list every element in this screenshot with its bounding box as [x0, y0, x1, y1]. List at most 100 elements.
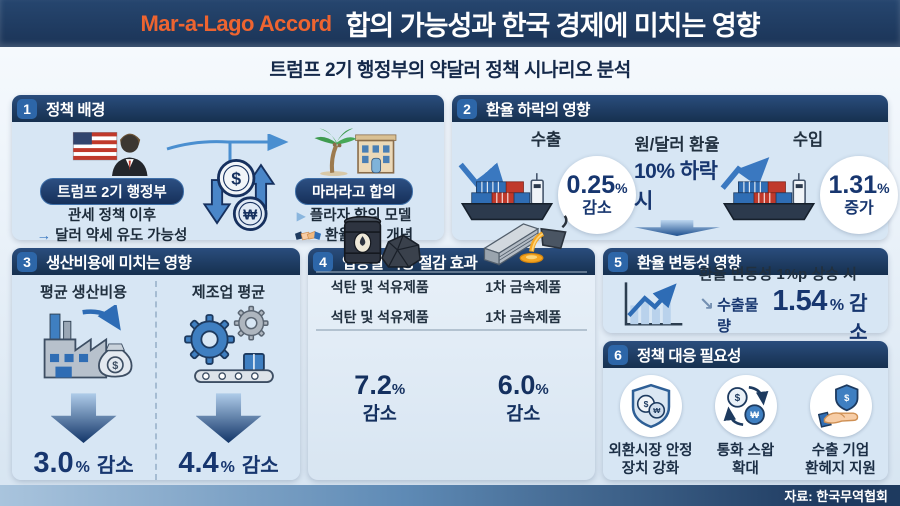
triangle-bullet-icon: ▶	[296, 209, 306, 223]
svg-text:$: $	[231, 169, 241, 189]
svg-text:$: $	[734, 393, 740, 404]
column-bottom-label: 석탄 및 석유제품	[330, 279, 429, 295]
import-value: 1.31	[828, 170, 878, 199]
column-label: 제조업 평균	[191, 284, 266, 301]
panel-2-header: 2 환율 하락의 영향	[452, 95, 888, 122]
mar-a-lago-resort-icon	[314, 128, 397, 176]
export-block: 수출	[458, 126, 636, 236]
export-label: 수출	[530, 131, 562, 149]
trump-flag-icon	[72, 132, 148, 176]
export-stat-circle: 0.25% 감소	[558, 156, 636, 234]
import-block: 수입	[720, 126, 898, 236]
panel-number-badge: 1	[17, 98, 37, 119]
panel-title: 정책 대응 필요성	[637, 347, 741, 365]
panel-6-header: 6 정책 대응 필요성	[603, 341, 888, 368]
import-unit: %	[877, 179, 890, 196]
column-label: 평균 생산비용	[40, 284, 127, 301]
avg-production-cost-column: 평균 생산비용 $	[12, 281, 155, 480]
volatility-line-2: ↘ 수출물량 1.54% 감소	[698, 285, 868, 344]
panel-5-header: 5 환율 변동성 영향	[603, 248, 888, 275]
panel-number-badge: 4	[313, 251, 333, 272]
oil-barrel-coal-icon	[343, 215, 421, 268]
source-bar: 자료: 한국무역협회	[0, 485, 900, 506]
currency-swap-item: $ ₩ 통화 스왑 확대	[698, 375, 793, 480]
panel-1-header: 1 정책 배경	[12, 95, 444, 122]
manufacturing-value: 4.4% 감소	[178, 447, 279, 479]
panel-number-badge: 2	[457, 98, 477, 119]
handshake-icon	[294, 230, 321, 241]
column-top-label: 1차 금속제품	[485, 309, 562, 325]
svg-text:₩: ₩	[653, 406, 661, 415]
item-label: 외환시장 안정 장치 강화	[608, 443, 693, 477]
gears-conveyor-icon	[183, 305, 274, 383]
top-rule	[316, 329, 587, 331]
svg-text:₩: ₩	[243, 206, 258, 223]
panel-6-body: $ ₩ 외환시장 안정 장치 강화	[603, 368, 888, 480]
volatility-line-1: 환율 변동성 1%p 상승 시	[698, 266, 857, 283]
fx-market-stability-item: $ ₩ 외환시장 안정 장치 강화	[603, 375, 698, 480]
export-value: 0.25	[566, 170, 616, 199]
currency-swap-icon: $ ₩	[723, 386, 768, 426]
shield-currency-icon: $ ₩	[631, 383, 670, 429]
panel-title: 정책 배경	[46, 101, 105, 119]
header-bar: Mar-a-Lago Accord 합의 가능성과 한국 경제에 미치는 영향	[0, 0, 900, 47]
source-text: 자료: 한국무역협회	[784, 489, 888, 504]
panel-industry-savings: 4 업종별 비용 절감 효과 석탄 및 석유제품 7.2% 감소	[308, 215, 595, 480]
panel-production-cost: 3 생산비용에 미치는 영향 평균 생산비용	[12, 248, 300, 480]
brand-text: Mar-a-Lago Accord	[140, 10, 332, 36]
panel-title: 생산비용에 미치는 영향	[46, 254, 192, 272]
export-change: 감소	[582, 199, 612, 217]
scenario-line-1: 원/달러 환율	[634, 136, 720, 154]
arrow-bullet-icon: →	[36, 228, 52, 244]
svg-text:₩: ₩	[750, 410, 759, 420]
fx-hedge-support-item: $ 수출 기업 환헤지 지원	[793, 375, 888, 480]
panel-title: 환율 하락의 영향	[486, 101, 590, 119]
panel-title: 환율 변동성 영향	[637, 254, 741, 272]
volatility-text-block: 환율 변동성 1%p 상승 시 ↘ 수출물량 1.54% 감소	[699, 263, 884, 345]
policy-line-2: → 달러 약세 유도 가능성	[36, 228, 188, 244]
svg-text:$: $	[112, 360, 118, 372]
item-label: 통화 스왑 확대	[716, 443, 775, 477]
export-ship-decline-icon	[458, 162, 554, 221]
panel-number-badge: 5	[608, 251, 628, 272]
panel-3-body: 평균 생산비용 $	[12, 275, 300, 480]
svg-text:$: $	[643, 399, 648, 409]
savings-percent: 7.2% 감소	[354, 370, 406, 425]
panel-policy-background: 1 정책 배경 트럼프 2기 행정부	[12, 95, 444, 244]
exchange-scenario-block: 원/달러 환율 10% 하락 시	[634, 126, 720, 236]
down-arrow-icon	[195, 393, 262, 443]
icon-circle: $ ₩	[714, 375, 777, 437]
column-top-label: 석탄 및 석유제품	[330, 309, 429, 325]
column-bottom-label: 1차 금속제품	[485, 279, 562, 295]
manufacturing-avg-column: 제조업 평균	[155, 281, 300, 480]
panel-3-header: 3 생산비용에 미치는 영향	[12, 248, 300, 275]
panel-exchange-rate-impact: 2 환율 하락의 영향 수출	[452, 95, 898, 240]
policy-line-1: 관세 정책 이후	[67, 208, 157, 224]
chart-rising-arrow-icon	[624, 282, 683, 326]
icon-circle: $ ₩	[619, 375, 682, 437]
panel-number-badge: 3	[17, 251, 37, 272]
trump-administration-block: 트럼프 2기 행정부 관세 정책 이후 → 달러 약세 유도 가능성	[26, 126, 198, 245]
steel-beam-molten-metal-icon	[483, 215, 568, 266]
panel-1-body: 트럼프 2기 행정부 관세 정책 이후 → 달러 약세 유도 가능성	[12, 122, 444, 244]
subtitle: 트럼프 2기 행정부의 약달러 정책 시나리오 분석	[269, 59, 631, 81]
item-label: 수출 기업 환헤지 지원	[805, 443, 876, 477]
mar-a-lago-pill: 마라라고 합의	[294, 178, 414, 205]
big-down-arrow-icon	[634, 220, 720, 236]
svg-text:$: $	[844, 393, 850, 403]
bottom-rule	[316, 271, 587, 273]
panel-volatility-impact: 5 환율 변동성 영향 환율 변동성 1%p 상승 시 ↘ 수출물량 1.54%	[603, 248, 888, 344]
dollar-won-exchange-icon: $ ₩	[202, 159, 276, 231]
panel-5-body: 환율 변동성 1%p 상승 시 ↘ 수출물량 1.54% 감소	[603, 266, 888, 344]
avg-cost-value: 3.0% 감소	[33, 447, 134, 479]
import-label: 수입	[792, 131, 824, 149]
factory-cost-icon: $	[43, 305, 132, 379]
savings-percent: 6.0% 감소	[497, 370, 549, 425]
page-title: 합의 가능성과 한국 경제에 미치는 영향	[345, 11, 761, 41]
import-stat-circle: 1.31% 증가	[820, 156, 898, 234]
panel-2-body: 수출	[452, 122, 898, 240]
hand-shield-icon: $	[817, 384, 858, 428]
panel-policy-response: 6 정책 대응 필요성 $ ₩ 외환시장 안정 장치 강화	[603, 341, 888, 480]
trump-admin-pill: 트럼프 2기 행정부	[40, 178, 184, 205]
export-unit: %	[615, 179, 628, 196]
